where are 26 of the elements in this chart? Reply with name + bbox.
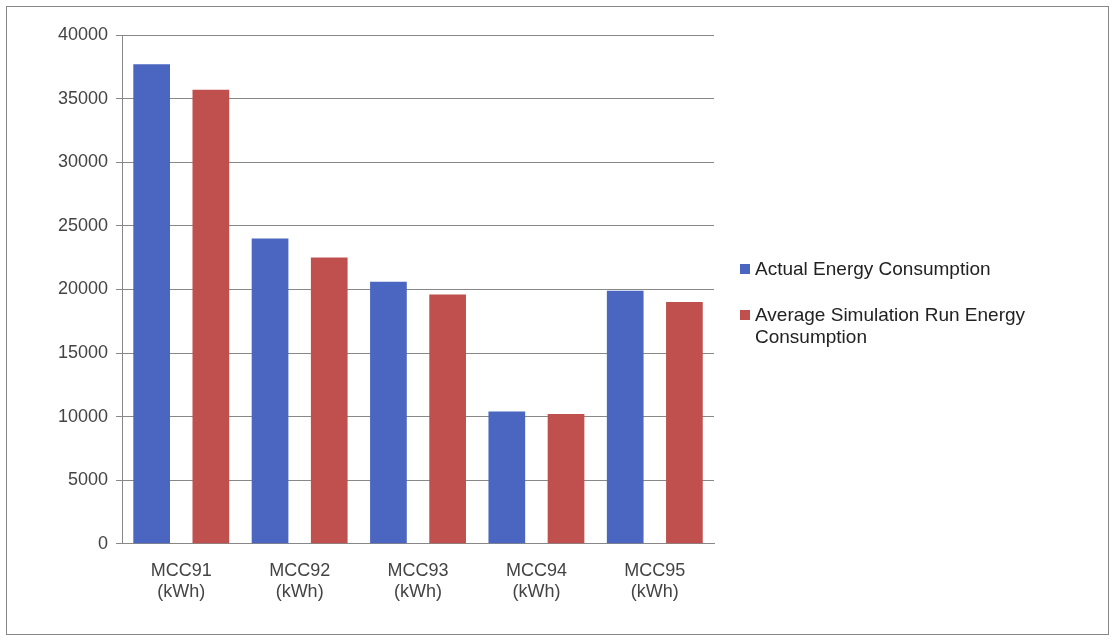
x-tick-label: MCC94 (kWh) — [505, 559, 567, 602]
bar — [192, 89, 230, 544]
bar — [547, 414, 585, 544]
y-tick-label: 15000 — [57, 341, 109, 362]
y-tick-label: 0 — [98, 532, 109, 553]
y-tick-label: 25000 — [57, 214, 109, 235]
x-tick-label: MCC95 (kWh) — [624, 559, 686, 602]
y-tick-label: 40000 — [57, 23, 109, 44]
y-tick-label: 35000 — [57, 87, 109, 108]
bar — [666, 302, 703, 544]
bar — [488, 411, 526, 544]
bar — [310, 257, 348, 544]
y-tick-label: 20000 — [57, 278, 109, 299]
bar — [429, 294, 466, 544]
bar — [133, 64, 170, 544]
y-tick-label: 5000 — [68, 469, 109, 490]
bar — [606, 290, 644, 544]
x-tick-label: MCC92 (kWh) — [269, 559, 331, 602]
x-tick-label: MCC93 (kWh) — [387, 559, 449, 602]
y-tick-label: 10000 — [57, 405, 109, 426]
bar — [251, 238, 289, 544]
y-tick-label: 30000 — [57, 151, 109, 172]
bar — [370, 281, 407, 544]
legend-label: Average Simulation Run Energy Consumption — [755, 304, 1027, 348]
legend-label: Actual Energy Consumption — [755, 258, 991, 280]
x-tick-label: MCC91 (kWh) — [150, 559, 212, 602]
